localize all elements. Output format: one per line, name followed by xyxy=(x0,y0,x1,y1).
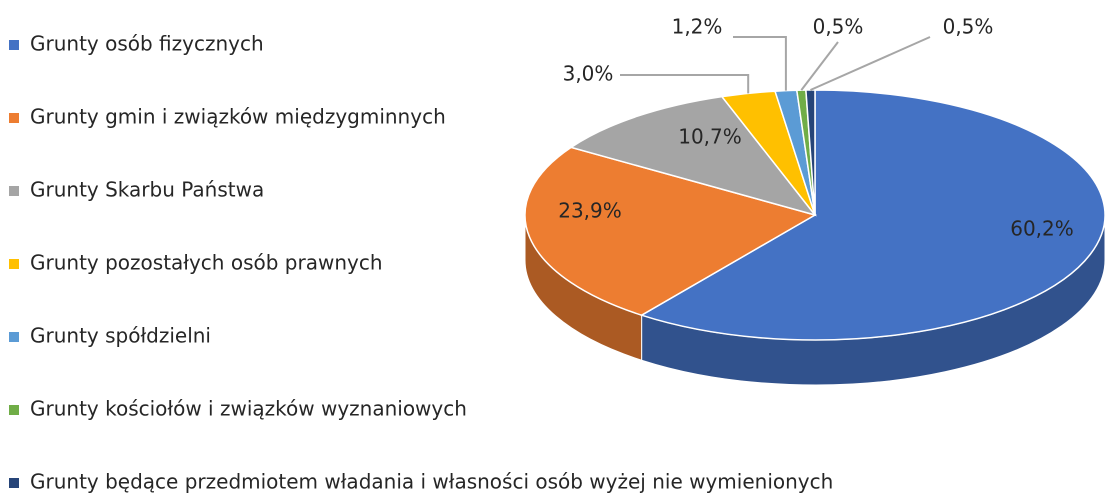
legend-marker xyxy=(9,113,19,123)
labels: 60,2% 23,9% 10,7% 3,0% 1,2% 0,5% 0,5% xyxy=(558,15,1074,241)
pie-slice xyxy=(524,146,817,317)
legend-marker xyxy=(9,405,19,415)
data-label: 23,9% xyxy=(558,199,622,223)
data-label: 0,5% xyxy=(813,15,864,39)
legend-marker xyxy=(9,332,19,342)
legend-label: Grunty gmin i związków międzygminnych xyxy=(30,105,446,129)
data-label: 0,5% xyxy=(943,15,994,39)
leader-line xyxy=(733,36,787,91)
legend-label: Grunty będące przedmiotem władania i wła… xyxy=(30,470,833,494)
data-label: 3,0% xyxy=(563,62,614,86)
legend-label: Grunty pozostałych osób prawnych xyxy=(30,251,383,275)
data-label: 10,7% xyxy=(678,125,742,149)
legend-label: Grunty kościołów i związków wyznaniowych xyxy=(30,397,467,421)
data-label: 60,2% xyxy=(1010,217,1074,241)
legend-marker xyxy=(9,478,19,488)
leader-line xyxy=(810,36,931,91)
pie-slice xyxy=(639,89,1106,341)
leader-line xyxy=(800,41,839,91)
pie-slice xyxy=(569,95,818,217)
legend-marker xyxy=(9,259,19,269)
legend: Grunty osób fizycznych Grunty gmin i zwią… xyxy=(9,32,833,494)
legend-label: Grunty Skarbu Państwa xyxy=(30,178,264,202)
legend-marker xyxy=(9,40,19,50)
legend-label: Grunty spółdzielni xyxy=(30,324,211,348)
pie-tops xyxy=(524,89,1106,341)
legend-marker xyxy=(9,186,19,196)
legend-label: Grunty osób fizycznych xyxy=(30,32,264,56)
data-label: 1,2% xyxy=(672,15,723,39)
leader-line xyxy=(620,74,750,94)
